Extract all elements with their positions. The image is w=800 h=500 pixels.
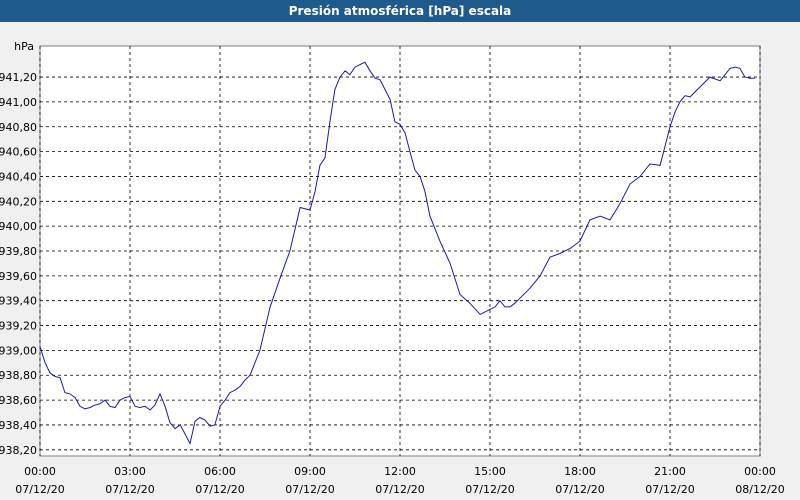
- y-tick-label: 938,60: [0, 394, 37, 407]
- chart-title: Presión atmosférica [hPa] escala: [0, 0, 800, 22]
- x-tick-time-label: 03:00: [114, 465, 146, 478]
- x-tick-date-label: 07/12/20: [555, 483, 604, 496]
- y-tick-label: 938,40: [0, 419, 37, 432]
- pressure-series-line: [39, 61, 755, 446]
- x-tick-time-label: 18:00: [564, 465, 596, 478]
- x-tick-time-label: 00:00: [24, 465, 56, 478]
- x-tick-date-label: 07/12/20: [195, 483, 244, 496]
- y-tick-label: 939,00: [0, 344, 37, 357]
- y-tick-label: 940,60: [0, 146, 37, 159]
- x-tick-time-label: 00:00: [744, 465, 776, 478]
- y-tick-label: 940,00: [0, 220, 37, 233]
- pressure-chart: 938,20 938,40 938,60 938,80 939,00 939,20 939,…: [0, 40, 785, 496]
- x-tick-time-label: 06:00: [204, 465, 236, 478]
- x-tick-time-label: 09:00: [294, 465, 326, 478]
- y-tick-label: 940,20: [0, 195, 37, 208]
- y-tick-label: 938,20: [0, 444, 37, 457]
- y-tick-label: 939,80: [0, 245, 37, 258]
- y-axis-ticks: 938,20 938,40 938,60 938,80 939,00 939,20 939,…: [0, 71, 37, 457]
- x-tick-date-label: 07/12/20: [375, 483, 424, 496]
- x-tick-date-label: 07/12/20: [285, 483, 334, 496]
- x-tick-time-label: 21:00: [654, 465, 686, 478]
- x-tick-date-label: 07/12/20: [15, 483, 64, 496]
- y-tick-label: 941,20: [0, 71, 37, 84]
- y-tick-label: 938,80: [0, 369, 37, 382]
- x-tick-time-label: 15:00: [474, 465, 506, 478]
- y-tick-label: 940,80: [0, 121, 37, 134]
- y-tick-label: 939,40: [0, 295, 37, 308]
- x-tick-date-label: 07/12/20: [465, 483, 514, 496]
- y-tick-label: 940,40: [0, 170, 37, 183]
- grid-lines: [39, 46, 761, 456]
- y-axis-label: hPa: [14, 40, 34, 53]
- x-axis-ticks: 00:00 07/12/20 03:00 07/12/20 06:00 07/12/20 0…: [15, 465, 784, 496]
- y-tick-label: 939,60: [0, 270, 37, 283]
- x-tick-date-label: 08/12/20: [735, 483, 784, 496]
- y-tick-label: 939,20: [0, 320, 37, 333]
- y-tick-label: 941,00: [0, 96, 37, 109]
- x-tick-time-label: 12:00: [384, 465, 416, 478]
- x-tick-date-label: 07/12/20: [645, 483, 694, 496]
- x-tick-date-label: 07/12/20: [105, 483, 154, 496]
